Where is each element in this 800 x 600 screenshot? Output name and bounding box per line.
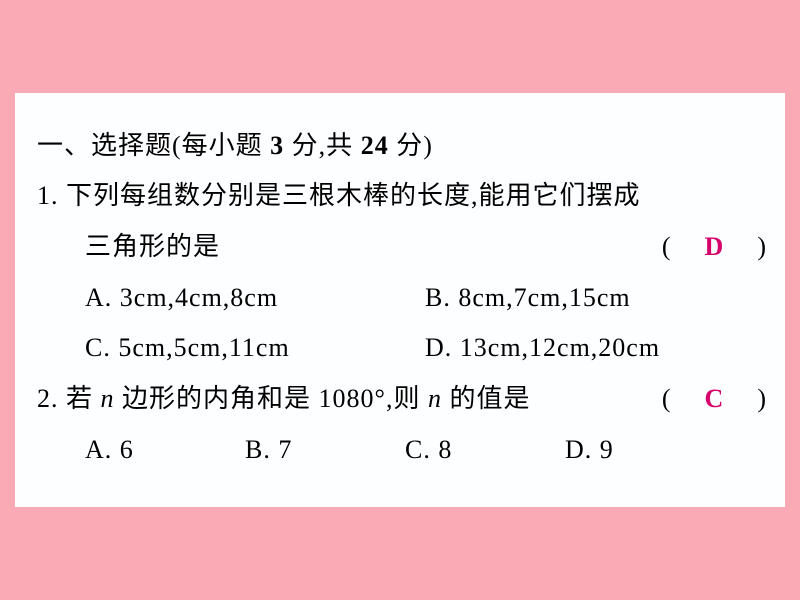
q2-stem-a: 若 [59,384,101,413]
q1-answer-paren: ( D ) [662,222,767,273]
section-suffix: 分) [389,131,433,160]
q2-option-d: D. 9 [565,425,725,476]
q2-options: A. 6 B. 7 C. 8 D. 9 [37,425,767,476]
q1-option-c: C. 5cm,5cm,11cm [85,323,425,374]
q2-option-a: A. 6 [85,425,245,476]
section-header: 一、选择题(每小题 3 分,共 24 分) [37,121,767,172]
q2-deg: 1080° [319,384,386,413]
q1-line2: 三角形的是 ( D ) [37,222,767,273]
q2-stem-b: 边形的内角和是 [115,384,319,413]
paren-open: ( [662,384,699,413]
q1-line1: 1. 下列每组数分别是三根木棒的长度,能用它们摆成 [37,171,767,222]
q1-option-d: D. 13cm,12cm,20cm [425,323,767,374]
q1-stem-part2: 三角形的是 [85,222,662,273]
q1-option-b: B. 8cm,7cm,15cm [425,273,767,324]
q1-number: 1. [37,181,59,210]
section-mid: 分,共 [284,131,361,160]
q1-stem-part1: 下列每组数分别是三根木棒的长度,能用它们摆成 [59,181,641,210]
paren-open: ( [662,232,699,261]
q2-number: 2. [37,384,59,413]
q2-n1: n [101,384,115,413]
paren-close: ) [730,232,767,261]
points-total: 24 [361,131,389,160]
q2-answer: C [699,384,731,413]
q2-stem-c: ,则 [386,384,428,413]
question-paper: 一、选择题(每小题 3 分,共 24 分) 1. 下列每组数分别是三根木棒的长度… [15,93,785,508]
points-each: 3 [270,131,284,160]
q1-options-row1: A. 3cm,4cm,8cm B. 8cm,7cm,15cm [37,273,767,324]
q2-stem: 2. 若 n 边形的内角和是 1080°,则 n 的值是 [37,374,662,425]
q1-answer: D [699,232,731,261]
section-prefix: 一、选择题(每小题 [37,131,270,160]
q2-answer-paren: ( C ) [662,374,767,425]
q1-options-row2: C. 5cm,5cm,11cm D. 13cm,12cm,20cm [37,323,767,374]
q2-line: 2. 若 n 边形的内角和是 1080°,则 n 的值是 ( C ) [37,374,767,425]
q2-option-c: C. 8 [405,425,565,476]
q1-option-a: A. 3cm,4cm,8cm [85,273,425,324]
q2-option-b: B. 7 [245,425,405,476]
q2-stem-d: 的值是 [442,384,531,413]
q2-n2: n [428,384,442,413]
paren-close: ) [730,384,767,413]
